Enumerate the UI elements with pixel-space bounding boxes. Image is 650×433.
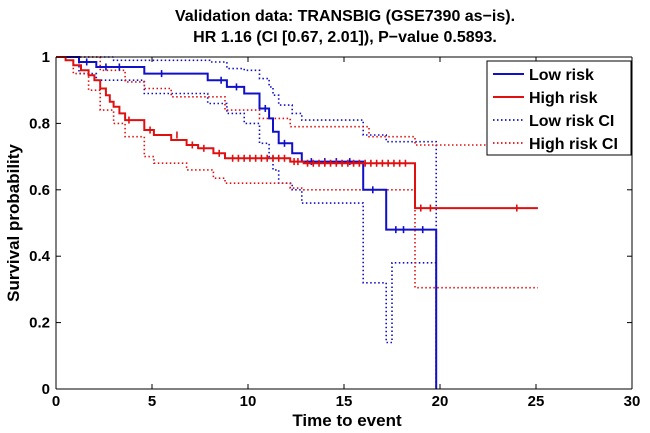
x-tick-label: 25 <box>528 393 545 410</box>
axes: 0 5 10 15 20 25 30 0 0.2 0.4 0.6 0.8 1 <box>29 49 640 410</box>
legend-label: Low risk <box>529 67 594 84</box>
y-tick-label: 0.2 <box>29 315 50 332</box>
legend-label: High risk <box>529 90 598 107</box>
y-tick-label: 0.6 <box>29 182 50 199</box>
chart-title: Validation data: TRANSBIG (GSE7390 as−is… <box>175 8 515 25</box>
x-tick-label: 20 <box>432 393 449 410</box>
ci-line-low-risk-ci-0 <box>56 56 438 389</box>
y-tick-label: 0 <box>42 381 50 398</box>
x-tick-label: 5 <box>148 393 156 410</box>
legend: Low risk High risk Low risk CI High risk CI <box>486 60 632 156</box>
ci-line-high-risk-ci-0 <box>56 56 538 146</box>
x-tick-label: 10 <box>240 393 257 410</box>
legend-box <box>486 60 632 156</box>
curve-high-risk <box>56 56 538 210</box>
x-axis-label: Time to event <box>292 411 402 430</box>
y-tick-label: 1 <box>42 49 50 66</box>
curve-low-risk <box>56 56 438 389</box>
x-tick-label: 15 <box>336 393 353 410</box>
y-tick-label: 0.8 <box>29 115 50 132</box>
x-tick-label: 30 <box>624 393 641 410</box>
y-axis-label: Survival probability <box>4 144 23 302</box>
x-tick-label: 0 <box>52 393 60 410</box>
y-tick-label: 0.4 <box>29 248 51 265</box>
legend-label: Low risk CI <box>529 113 614 130</box>
chart-subtitle: HR 1.16 (CI [0.67, 2.01]), P−value 0.589… <box>193 29 497 46</box>
legend-label: High risk CI <box>529 136 618 153</box>
ci-line-low-risk-ci-1 <box>56 56 438 389</box>
ci-line-high-risk-ci-1 <box>56 56 538 289</box>
plot-area <box>56 56 538 389</box>
